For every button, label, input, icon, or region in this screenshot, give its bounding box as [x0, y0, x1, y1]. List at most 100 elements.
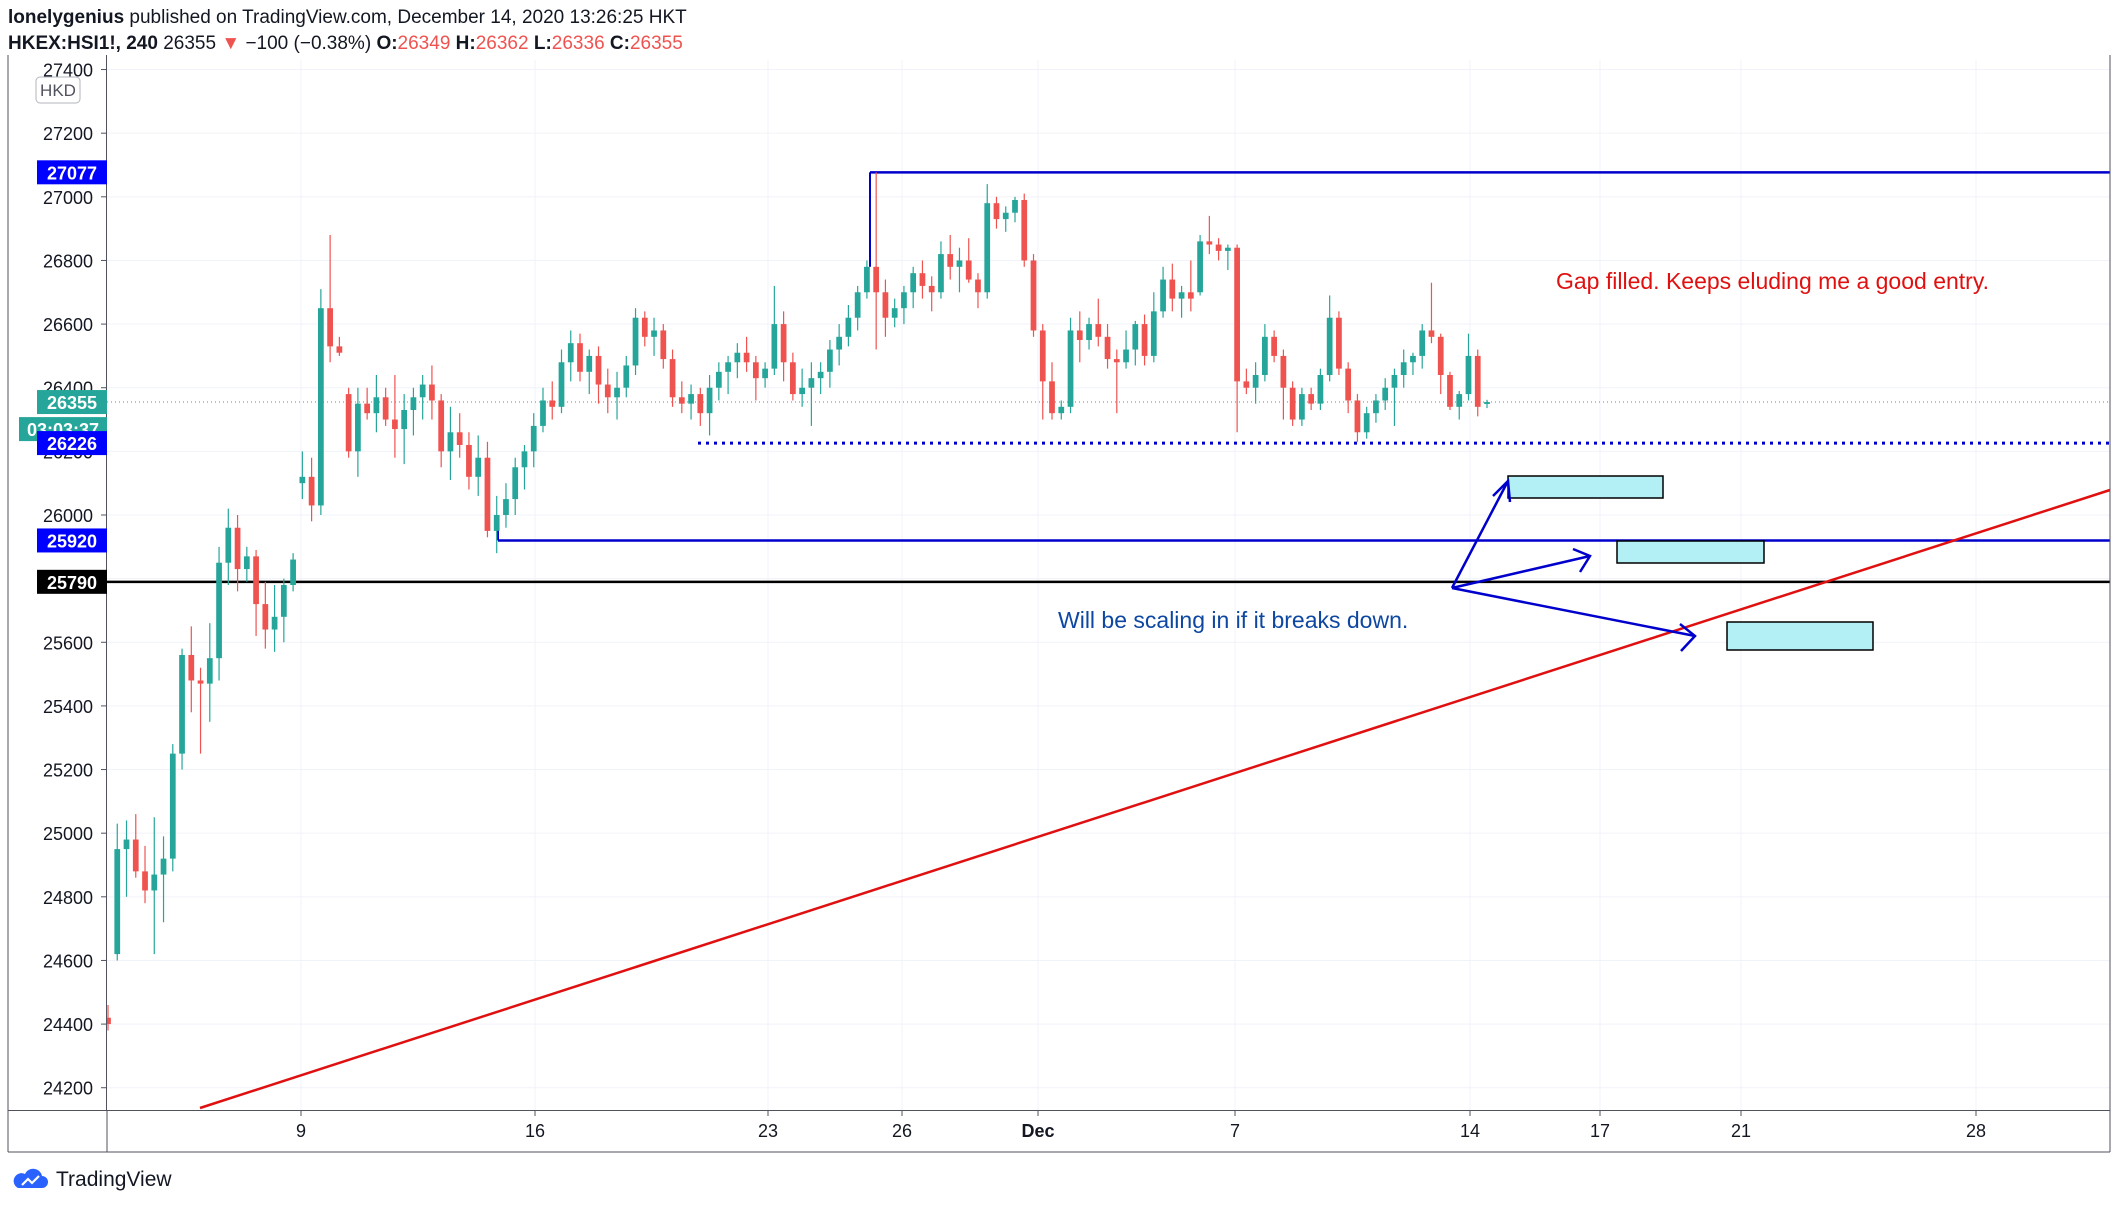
candle [299, 451, 306, 500]
candle [1437, 333, 1444, 395]
candle [752, 355, 759, 401]
candle [993, 196, 1000, 229]
candle [160, 836, 167, 923]
candle-body [864, 266, 870, 293]
y-tick-label: 24200 [43, 1079, 93, 1099]
candle [1224, 244, 1231, 270]
author-name[interactable]: lonelygenius [8, 7, 125, 28]
candle [429, 365, 435, 420]
candle [1243, 368, 1250, 395]
candle-body [1132, 324, 1139, 350]
price-chart[interactable]: Gap filled. Keeps eluding me a good entr… [0, 0, 2119, 1160]
candle [493, 495, 500, 554]
entry-box-3[interactable] [1726, 621, 1874, 651]
candle-body [780, 324, 787, 363]
candle [503, 483, 509, 528]
candle-body [817, 371, 824, 379]
candle-body [651, 330, 657, 337]
candle [1354, 394, 1361, 442]
brand-name[interactable]: TradingView [56, 1168, 172, 1191]
candle-body [1410, 355, 1416, 363]
candle [105, 1005, 111, 1031]
candle-body [956, 260, 963, 267]
candle [530, 413, 537, 468]
candle-body [179, 655, 185, 754]
candle-body [901, 292, 907, 309]
y-tick-label: 24400 [43, 1015, 93, 1035]
candle-body [845, 317, 852, 337]
candle [540, 387, 546, 433]
candle [243, 546, 250, 582]
entry-box-2[interactable] [1616, 540, 1765, 564]
candle [549, 381, 556, 420]
candle-body [197, 680, 204, 684]
candle-body [401, 410, 408, 430]
price-label-bg [37, 528, 107, 553]
candle-body [586, 355, 593, 372]
candle [438, 394, 445, 468]
candle [623, 355, 630, 398]
candle [1160, 266, 1166, 318]
down-arrow-icon: ▼ [221, 33, 241, 54]
candle [1150, 292, 1157, 363]
candle-body [1030, 260, 1037, 331]
candle [919, 260, 926, 299]
candle-body [429, 384, 435, 401]
trend-line[interactable] [199, 488, 2111, 1110]
entry-box-1[interactable] [1507, 475, 1664, 499]
candle-body [1474, 355, 1481, 407]
currency-badge: HKD [40, 81, 76, 100]
price-label-text: 26355 [47, 393, 97, 413]
candle [1049, 362, 1055, 420]
candle-body [1002, 212, 1009, 220]
candle-body [521, 451, 528, 468]
y-tick-label: 25200 [43, 761, 93, 781]
candle-body [688, 394, 694, 404]
candle [373, 375, 380, 433]
candle-body [484, 457, 491, 531]
candle [595, 346, 602, 404]
candle-body [1049, 381, 1055, 414]
candle [910, 266, 917, 309]
candle [484, 441, 491, 538]
candle [216, 546, 222, 681]
candle [1373, 394, 1379, 423]
candle-body [975, 279, 981, 293]
x-tick-label: 7 [1230, 1121, 1240, 1141]
candle-body [1039, 330, 1046, 382]
published-info: published on TradingView.com, December 1… [129, 7, 687, 28]
candle [1419, 324, 1426, 369]
candle [419, 375, 426, 420]
candle [1012, 196, 1018, 223]
candle [734, 343, 741, 379]
candle [271, 585, 278, 652]
price-label: 27077 [37, 160, 107, 185]
candle-body [623, 365, 630, 388]
price-label: 26355 [37, 390, 107, 415]
candle [1400, 349, 1407, 388]
candle-body [799, 387, 805, 395]
candle-body [1428, 330, 1435, 337]
y-tick-label: 27400 [43, 61, 93, 81]
candle-body [1280, 355, 1287, 388]
candle [355, 387, 361, 477]
y-tick-label: 26600 [43, 315, 93, 335]
candle-body [882, 292, 889, 318]
candle-body [1113, 359, 1120, 363]
drawings: Gap filled. Keeps eluding me a good entr… [199, 268, 2111, 1110]
candle [965, 238, 972, 283]
candle-body [225, 527, 232, 563]
candle-body [1345, 368, 1352, 401]
candle [743, 336, 750, 372]
candle-body [734, 352, 741, 363]
candle [1474, 349, 1481, 417]
candle [1030, 254, 1037, 337]
arrows[interactable] [1450, 478, 1697, 652]
candle-body [299, 476, 306, 484]
candle [586, 349, 593, 395]
candle [317, 289, 324, 515]
candle [456, 413, 463, 458]
candle-body [1197, 241, 1203, 293]
candle-body [475, 457, 482, 477]
